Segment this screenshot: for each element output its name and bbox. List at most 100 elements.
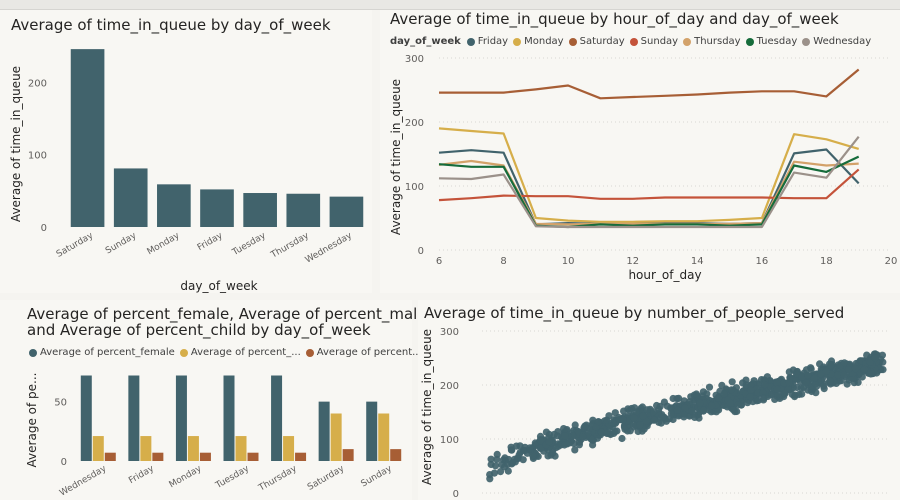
scatter-point	[529, 452, 537, 460]
scatter-point	[636, 421, 644, 429]
chart-panel-queue-by-people[interactable]: Average of time_in_queue by number_of_pe…	[418, 300, 900, 500]
scatter-point	[618, 434, 626, 443]
scatter-point	[816, 360, 824, 368]
scatter-point	[768, 391, 776, 399]
scatter-point	[536, 437, 544, 445]
scatter-point	[878, 351, 886, 359]
bar-sunday-2	[378, 413, 390, 461]
y-tick-label: 0	[41, 223, 47, 234]
bar-wednesday	[329, 196, 364, 227]
scatter-point	[621, 425, 629, 433]
line-monday	[438, 127, 860, 223]
legend-item-saturday[interactable]: Saturday	[568, 36, 625, 47]
bar-wednesday-2	[92, 436, 104, 461]
bar-saturday-1	[318, 401, 330, 461]
scatter-point	[549, 449, 557, 457]
chart-title-line-2: and Average of percent_child by day_of_w…	[27, 321, 371, 339]
legend-item-friday[interactable]: Friday	[466, 36, 508, 47]
y-tick-label: 100	[405, 182, 424, 193]
scatter-point	[626, 406, 634, 414]
scatter-point	[726, 399, 734, 407]
scatter-point	[860, 365, 869, 373]
legend-item-monday[interactable]: Monday	[513, 36, 564, 47]
scatter-point	[553, 432, 561, 440]
bar-sunday-3	[390, 449, 402, 461]
scatter-point	[669, 394, 677, 403]
scatter-point	[493, 455, 501, 463]
bar-sunday	[113, 168, 148, 227]
scatter-point	[793, 383, 801, 392]
chart-panel-queue-by-hour[interactable]: Average of time_in_queue by hour_of_day …	[380, 10, 900, 293]
x-tick-label: Wednesday	[58, 464, 109, 499]
scatter-point	[696, 399, 704, 407]
bar-saturday-2	[330, 413, 342, 461]
scatter-point	[552, 444, 560, 452]
scatter-point	[632, 408, 640, 416]
x-tick-label: 16	[755, 256, 768, 267]
line-friday	[438, 148, 860, 226]
y-axis-title: Average of pe...	[25, 373, 39, 468]
chart-panel-percent-by-day[interactable]: Average of percent_female, Average of pe…	[0, 300, 427, 500]
bar-sunday-1	[366, 401, 378, 461]
scatter-point	[571, 446, 579, 454]
legend-item-3[interactable]: Average of percent...	[305, 347, 422, 358]
scatter-point	[611, 409, 619, 417]
bar-wednesday-3	[104, 452, 116, 461]
scatter-point	[811, 380, 820, 388]
chart-title: Average of time_in_queue by hour_of_day …	[390, 10, 839, 28]
legend-item-tuesday[interactable]: Tuesday	[745, 36, 797, 47]
scatter-point	[827, 361, 835, 370]
scatter-point	[643, 406, 651, 414]
scatter-point	[863, 351, 871, 359]
legend-item-wednesday[interactable]: Wednesday	[802, 36, 871, 47]
legend-item-sunday[interactable]: Sunday	[629, 36, 679, 47]
y-tick-label: 200	[440, 381, 459, 392]
scatter-point	[675, 394, 683, 402]
x-tick-label: Tuesday	[230, 231, 268, 259]
scatter-point	[720, 390, 728, 398]
scatter-point	[579, 433, 587, 441]
scatter-chart-queue-by-people: 0 100 200 300 Average of time_in_queue	[420, 327, 888, 500]
scatter-point	[879, 366, 887, 374]
legend-label: Thursday	[694, 36, 741, 47]
scatter-point	[656, 402, 664, 410]
scatter-point	[727, 386, 736, 394]
scatter-point	[619, 416, 627, 424]
scatter-point	[692, 390, 700, 398]
chart-panel-queue-by-day[interactable]: Average of time_in_queue by day_of_week …	[0, 10, 372, 293]
y-axis-title: Average of time_in_queue	[420, 329, 434, 485]
y-tick-label: 300	[440, 327, 459, 338]
x-axis-title: hour_of_day	[628, 268, 701, 282]
scatter-point	[563, 426, 571, 434]
line-chart-queue-by-hour: 0 100 200 300 6 8 10 12 14 16 18 20 hour_of_day Avera…	[389, 54, 897, 282]
line-chart-legend: day_of_week Friday Monday Saturday Sunday Th…	[390, 36, 876, 47]
bar-tuesday-1	[223, 375, 235, 461]
scatter-point	[630, 414, 638, 422]
y-axis-title: Average of time_in_queue	[389, 79, 403, 235]
scatter-point	[650, 416, 659, 424]
scatter-point	[708, 402, 716, 410]
x-tick-label: Tuesday	[213, 464, 251, 492]
scatter-point	[759, 389, 767, 397]
scatter-point	[820, 382, 828, 390]
line-sunday	[438, 168, 860, 202]
bar-thursday	[286, 193, 321, 227]
bar-thursday-1	[271, 375, 283, 461]
x-tick-label: 12	[626, 256, 639, 267]
legend-item-thursday[interactable]: Thursday	[683, 36, 741, 47]
legend-marker	[802, 37, 811, 46]
legend-item-2[interactable]: Average of percent_...	[179, 347, 301, 358]
scatter-point	[667, 409, 675, 418]
chart-title: Average of time_in_queue by number_of_pe…	[424, 304, 845, 322]
scatter-point	[659, 413, 667, 421]
legend-label: Sunday	[640, 36, 679, 47]
scatter-point	[521, 446, 529, 455]
legend-item-1[interactable]: Average of percent_female	[29, 347, 175, 358]
y-axis-title: Average of time_in_queue	[9, 66, 23, 222]
x-tick-label: 10	[562, 256, 575, 267]
bar-tuesday-2	[235, 436, 247, 461]
scatter-point	[673, 406, 681, 414]
bar-monday-2	[187, 436, 199, 461]
legend-marker	[745, 37, 754, 46]
bar-friday-1	[128, 375, 140, 461]
